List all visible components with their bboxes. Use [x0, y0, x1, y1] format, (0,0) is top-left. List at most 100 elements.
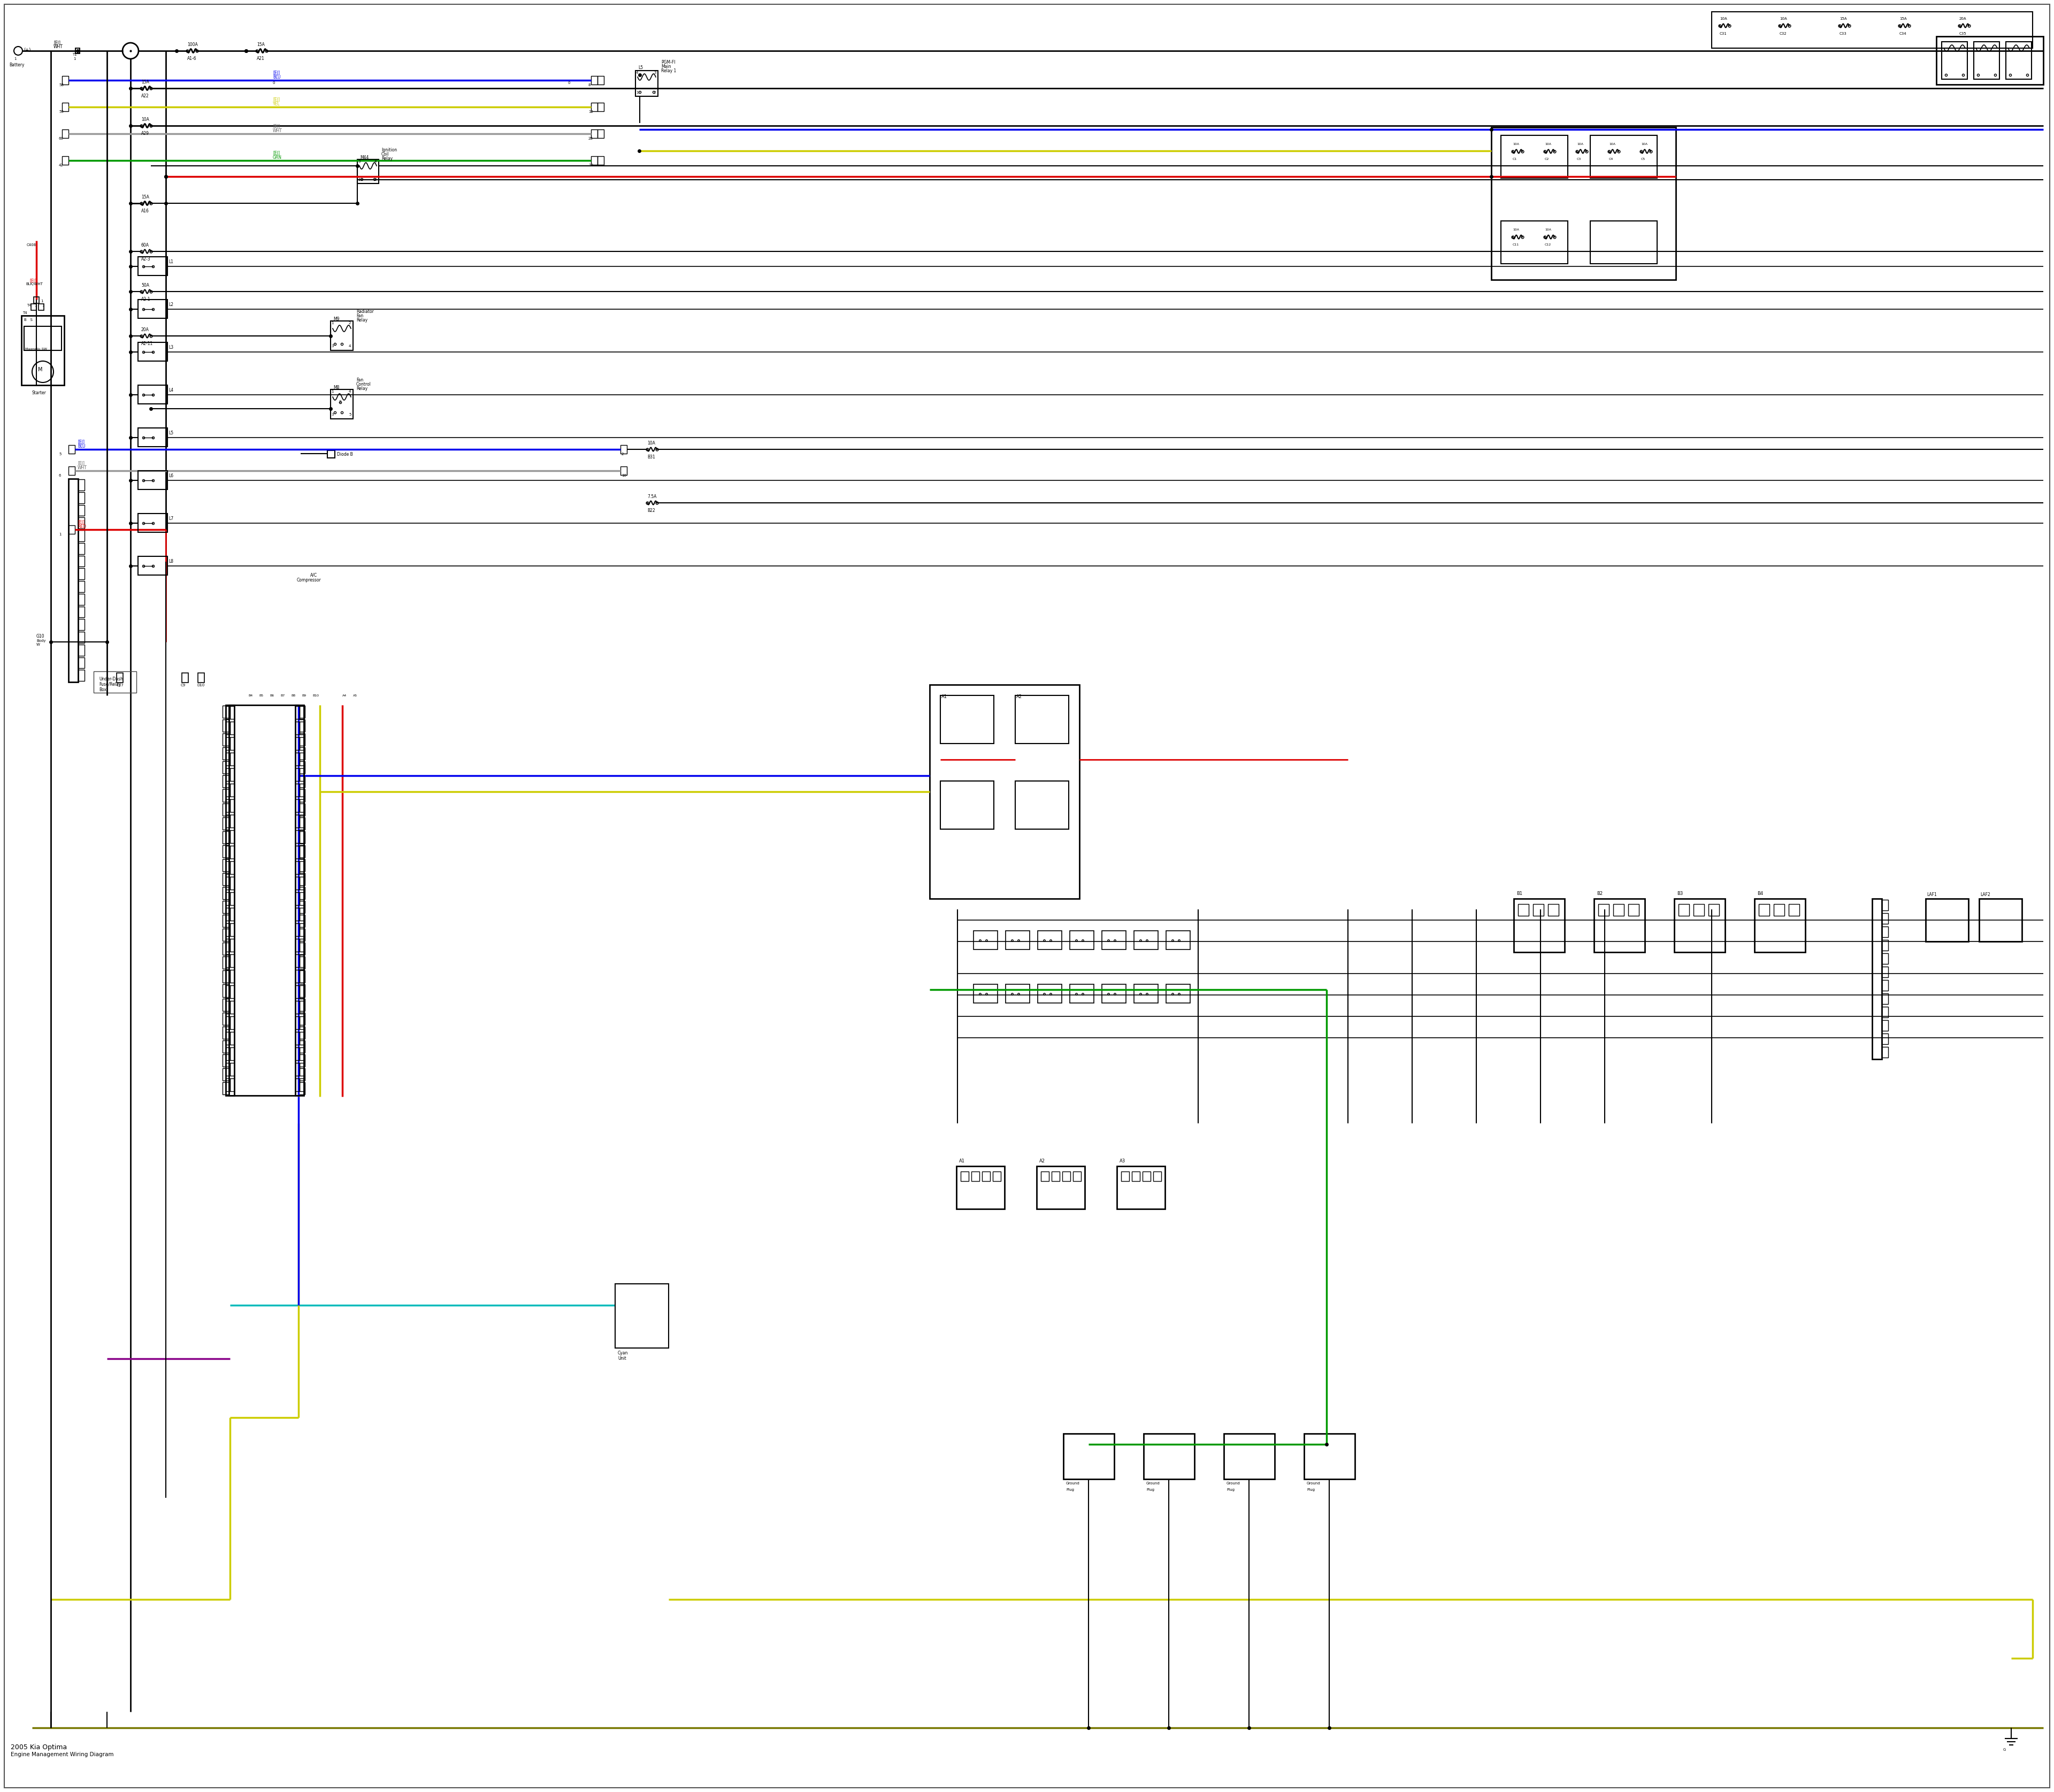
Bar	[1941, 41, 1968, 79]
Text: [EJ]: [EJ]	[78, 461, 84, 466]
Bar	[226, 1063, 230, 1075]
Bar	[296, 704, 304, 1095]
Bar	[296, 1079, 300, 1091]
Bar	[78, 606, 84, 618]
Text: C31: C31	[1719, 32, 1727, 36]
Bar	[222, 858, 228, 871]
Text: Ground: Ground	[1066, 1482, 1080, 1486]
Bar	[222, 984, 228, 996]
Bar	[296, 909, 300, 921]
Bar	[298, 957, 304, 969]
Bar	[1070, 930, 1095, 950]
Bar	[226, 1032, 230, 1045]
Bar	[1121, 1172, 1130, 1181]
Bar	[78, 645, 84, 656]
Text: Radiator: Radiator	[355, 310, 374, 314]
Bar	[296, 753, 300, 765]
Text: A1-6: A1-6	[187, 56, 197, 61]
Bar	[62, 75, 68, 84]
Bar	[296, 1016, 300, 1029]
Text: Coil: Coil	[382, 152, 388, 156]
Text: 10A: 10A	[1779, 18, 1787, 20]
Bar	[94, 672, 136, 694]
Bar	[39, 305, 43, 310]
Text: G10: G10	[37, 634, 45, 638]
Text: C9: C9	[181, 683, 185, 686]
Bar	[226, 815, 230, 828]
Bar	[222, 706, 228, 719]
Bar	[230, 1032, 234, 1045]
Bar	[974, 984, 998, 1004]
Bar	[68, 525, 74, 534]
Bar	[230, 986, 234, 998]
Bar	[222, 914, 228, 926]
Bar	[222, 720, 228, 731]
Bar	[1015, 781, 1068, 830]
Bar	[300, 923, 304, 935]
Text: Ignition: Ignition	[382, 147, 396, 152]
Bar	[62, 102, 68, 111]
Bar	[298, 887, 304, 900]
Text: M9: M9	[333, 317, 339, 321]
Bar	[300, 969, 304, 982]
Text: 15A: 15A	[257, 43, 265, 47]
Text: C1: C1	[1512, 158, 1518, 161]
Bar	[230, 769, 234, 781]
Bar	[230, 939, 234, 952]
Bar	[230, 1047, 234, 1061]
Text: A/C: A/C	[310, 572, 316, 577]
Bar	[78, 493, 84, 504]
Bar	[300, 722, 304, 735]
Bar	[230, 706, 234, 719]
Bar	[957, 1167, 1004, 1210]
Text: 10A: 10A	[1577, 143, 1584, 145]
Bar	[230, 815, 234, 828]
Bar	[1142, 1172, 1150, 1181]
Bar	[230, 862, 234, 874]
Text: A2: A2	[1017, 694, 1023, 699]
Text: Ground: Ground	[1306, 1482, 1321, 1486]
Bar	[78, 556, 84, 566]
Text: [EJ]: [EJ]	[78, 439, 84, 444]
Bar	[300, 1079, 304, 1091]
Text: 7.5A: 7.5A	[647, 495, 657, 500]
Bar	[298, 846, 304, 857]
Text: L3: L3	[168, 346, 173, 349]
Bar	[296, 722, 300, 735]
Bar	[222, 831, 228, 844]
Bar	[1072, 1172, 1080, 1181]
Text: [EJ]: [EJ]	[78, 520, 84, 525]
Bar	[1152, 1172, 1161, 1181]
Bar	[1881, 1007, 1888, 1018]
Bar	[1015, 695, 1068, 744]
Bar	[300, 1063, 304, 1075]
Text: [EI]: [EI]	[29, 278, 37, 283]
Text: L6: L6	[168, 473, 173, 478]
Bar	[230, 876, 234, 889]
Bar	[1937, 36, 2044, 84]
Bar	[1167, 984, 1189, 1004]
Bar	[592, 75, 598, 84]
Bar	[298, 901, 304, 914]
Text: 4: 4	[637, 72, 639, 73]
Bar	[592, 129, 598, 138]
Bar	[298, 817, 304, 830]
Text: 58: 58	[60, 84, 64, 86]
Bar	[298, 706, 304, 719]
Bar	[1881, 926, 1888, 937]
Bar	[222, 957, 228, 969]
Bar	[222, 887, 228, 900]
Bar	[230, 799, 234, 812]
Bar	[1041, 1172, 1050, 1181]
Text: C5: C5	[1641, 158, 1645, 161]
Bar	[1711, 13, 2033, 48]
Bar	[296, 892, 300, 905]
Text: Control: Control	[355, 382, 372, 387]
Text: A4: A4	[343, 694, 347, 697]
Bar	[230, 783, 234, 796]
Bar	[76, 48, 80, 54]
Bar	[226, 876, 230, 889]
Bar	[300, 1032, 304, 1045]
Bar	[327, 450, 335, 459]
Bar	[78, 633, 84, 643]
